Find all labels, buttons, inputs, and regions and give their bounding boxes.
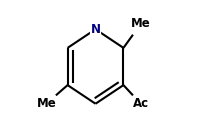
Text: N: N (90, 23, 100, 36)
Text: Me: Me (130, 17, 150, 30)
Text: Ac: Ac (132, 97, 148, 110)
Text: Me: Me (36, 97, 56, 110)
